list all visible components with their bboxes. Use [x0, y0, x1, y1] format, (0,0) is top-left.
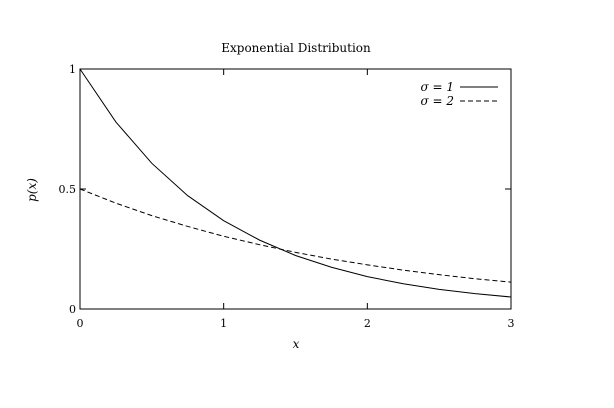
- chart-title: Exponential Distribution: [221, 41, 371, 55]
- y-axis-label: p(x): [25, 178, 39, 202]
- legend-label-1: σ = 1: [420, 80, 454, 94]
- tick-marks: 0 1 2 3 0 0.5 1: [59, 63, 515, 330]
- series-lines: [79, 68, 512, 298]
- legend: σ = 1σ = 2: [420, 80, 498, 108]
- y-tick-label: 0.5: [59, 183, 77, 196]
- x-tick-label: 3: [508, 317, 515, 330]
- x-tick-label: 0: [77, 317, 84, 330]
- legend-label-2: σ = 2: [420, 94, 454, 108]
- y-tick-label: 0: [69, 303, 76, 316]
- y-tick-label: 1: [69, 63, 76, 76]
- series-line-2: [79, 188, 512, 283]
- series-line-1: [79, 68, 512, 298]
- x-axis-label: x: [293, 337, 300, 351]
- x-tick-label: 2: [364, 317, 371, 330]
- x-tick-label: 1: [220, 317, 227, 330]
